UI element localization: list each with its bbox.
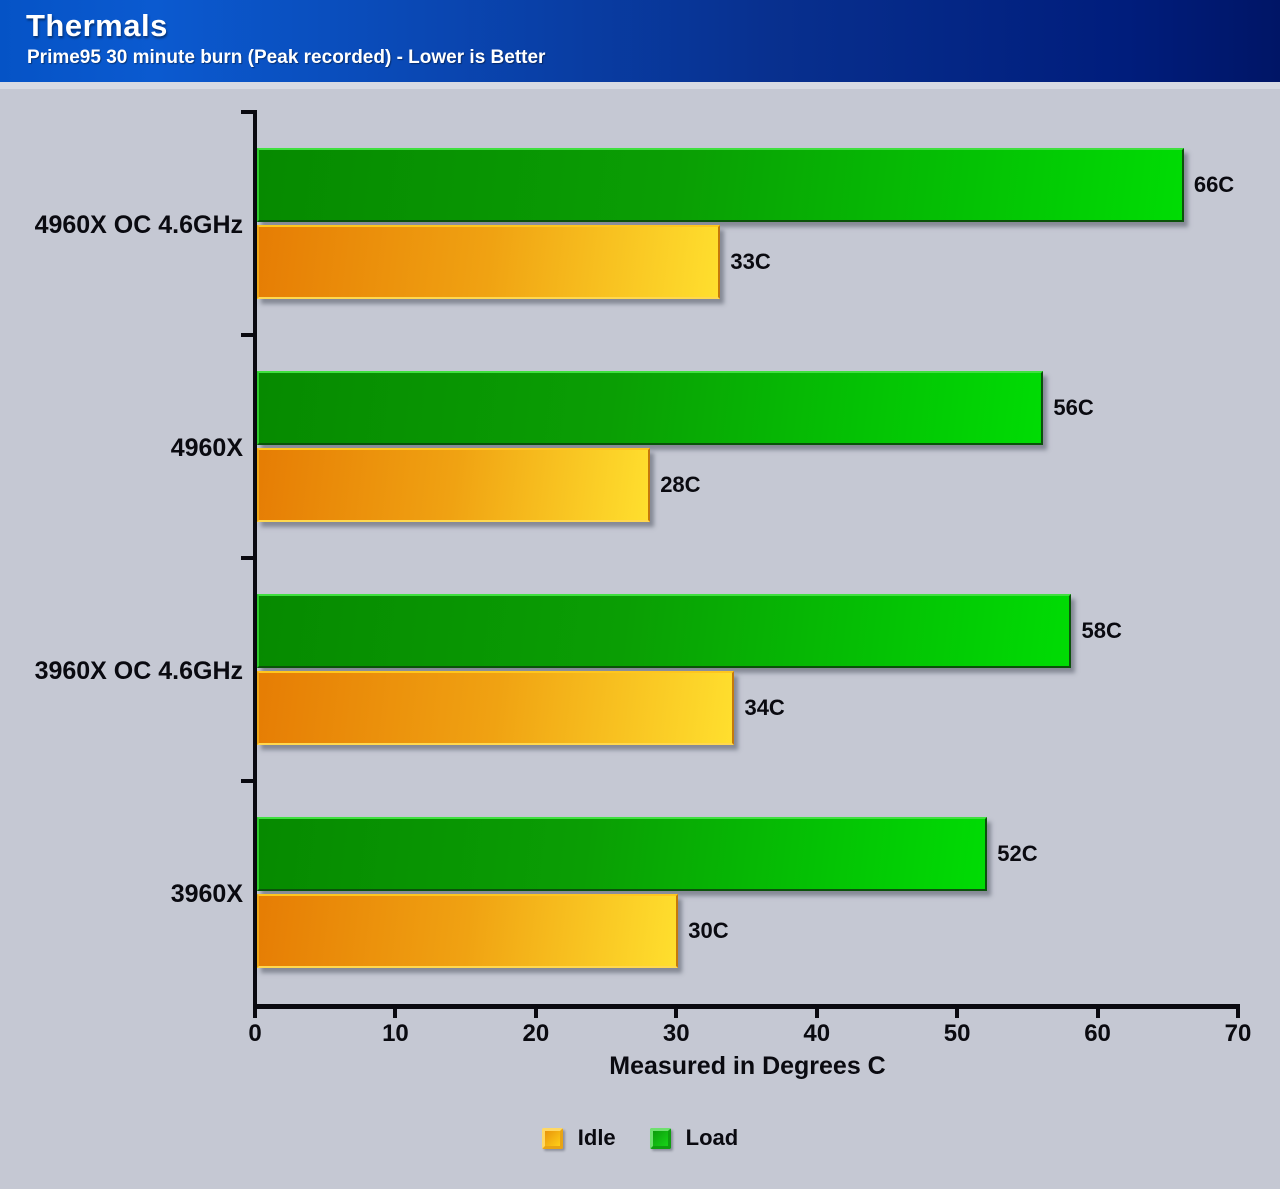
legend-item-load: Load — [649, 1125, 739, 1151]
load-bar — [257, 594, 1072, 668]
x-tick-label: 40 — [803, 1020, 831, 1047]
category-label: 3960X OC 4.6GHz — [34, 657, 243, 685]
bar-value-label: 58C — [1081, 618, 1122, 643]
x-axis-tick — [1236, 1009, 1240, 1018]
x-tick-label: 20 — [522, 1020, 550, 1047]
bar-value-label: 28C — [660, 472, 701, 497]
chart-title: Thermals — [26, 8, 168, 43]
x-tick-label: 50 — [943, 1020, 971, 1047]
chart-header: Thermals Prime95 30 minute burn (Peak re… — [0, 0, 1280, 82]
load-bar — [257, 148, 1184, 222]
category-label: 4960X — [170, 434, 243, 462]
x-tick-label: 60 — [1084, 1020, 1111, 1047]
x-axis-tick — [393, 1009, 398, 1018]
idle-bar — [257, 894, 679, 968]
x-axis-line — [253, 1004, 1240, 1009]
y-axis-tick — [241, 110, 254, 114]
idle-bar — [257, 448, 651, 522]
x-tick-label: 0 — [248, 1020, 262, 1047]
x-axis-tick — [814, 1009, 819, 1018]
bar-value-label: 30C — [688, 918, 729, 943]
bar-value-label: 34C — [744, 695, 785, 720]
chart-legend: Idle Load — [0, 1118, 1280, 1158]
x-axis-title: Measured in Degrees C — [609, 1052, 886, 1080]
idle-swatch-icon — [541, 1127, 563, 1149]
bar-value-label: 33C — [730, 249, 771, 274]
x-tick-label: 70 — [1224, 1020, 1252, 1047]
x-tick-label: 10 — [382, 1020, 409, 1047]
load-swatch-icon — [649, 1127, 671, 1149]
chart-subtitle: Prime95 30 minute burn (Peak recorded) -… — [27, 47, 546, 68]
x-axis-tick — [1095, 1009, 1100, 1018]
legend-item-idle: Idle — [541, 1125, 616, 1151]
idle-bar — [257, 671, 735, 745]
category-label: 4960X OC 4.6GHz — [34, 211, 243, 239]
x-axis-tick — [253, 1009, 257, 1018]
x-axis-tick — [674, 1009, 679, 1018]
category-label: 3960X — [170, 880, 243, 908]
legend-label: Load — [685, 1125, 739, 1150]
y-axis-tick — [241, 333, 254, 337]
x-axis-tick — [955, 1009, 960, 1018]
load-bar — [257, 371, 1044, 445]
x-tick-label: 30 — [662, 1020, 690, 1047]
bar-value-label: 66C — [1193, 172, 1235, 197]
bar-value-label: 52C — [997, 841, 1038, 866]
x-axis-tick — [533, 1009, 538, 1018]
header-divider-strip — [0, 82, 1280, 89]
legend-label: Idle — [577, 1125, 616, 1150]
y-axis-tick — [241, 779, 254, 783]
y-axis-line — [253, 110, 257, 1009]
idle-bar — [257, 225, 721, 299]
bar-value-label: 56C — [1053, 395, 1094, 420]
load-bar — [257, 817, 988, 891]
y-axis-tick — [241, 556, 254, 560]
